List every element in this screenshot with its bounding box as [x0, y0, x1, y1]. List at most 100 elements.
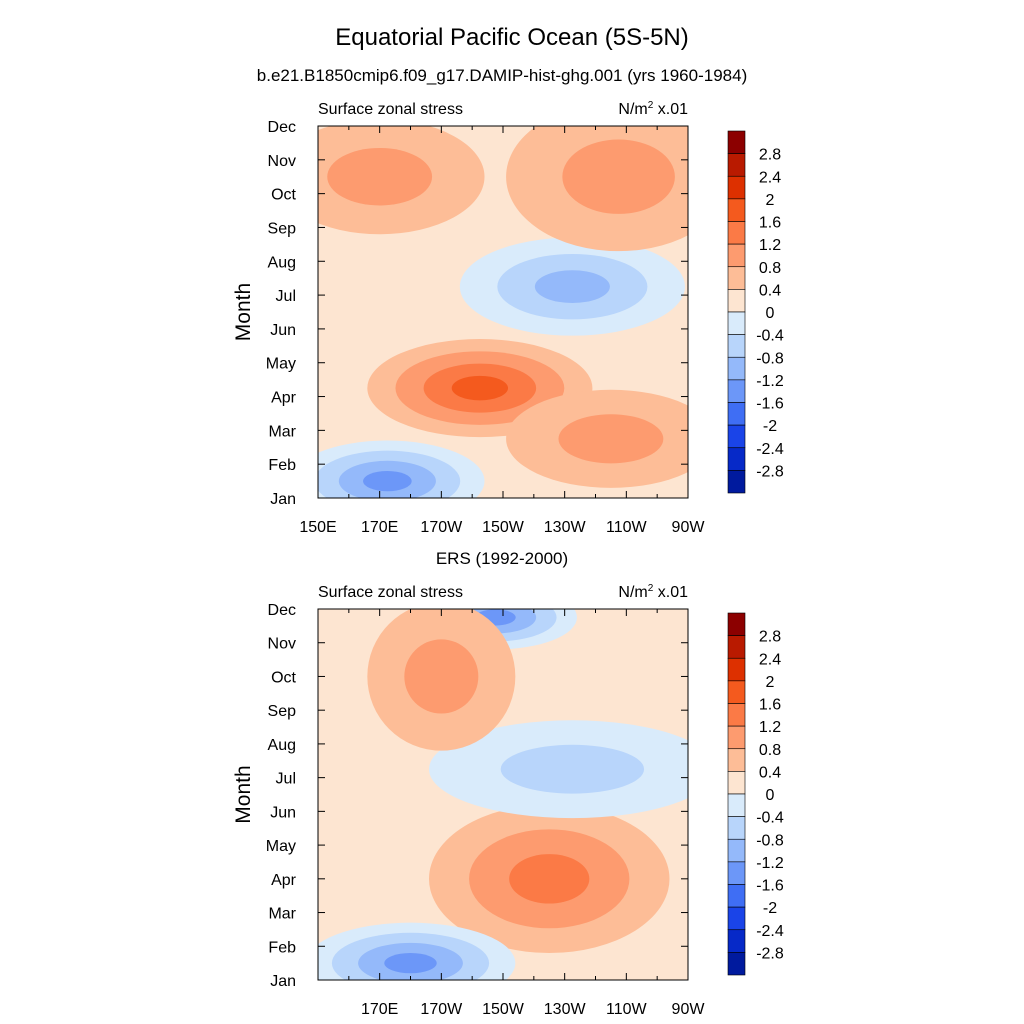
x-tick-label: 90W	[672, 519, 706, 536]
colorbar-label: -1.6	[756, 878, 784, 895]
x-tick-label: 170E	[361, 1001, 398, 1018]
colorbar-box	[727, 311, 746, 335]
y-tick-label: Nov	[268, 636, 296, 653]
colorbar-box	[727, 334, 746, 358]
colorbar-box	[727, 680, 746, 704]
colorbar-box	[727, 402, 746, 426]
colorbar-label: 2	[766, 674, 775, 691]
colorbar-label: 1.2	[759, 719, 781, 736]
colorbar-box	[727, 703, 746, 727]
colorbar-box	[727, 952, 746, 976]
colorbar-box	[727, 221, 746, 245]
colorbar-label: 0.8	[759, 260, 781, 277]
x-tick-label: 130W	[544, 519, 587, 536]
colorbar-label: 0	[766, 305, 775, 322]
y-tick-label: Sep	[268, 703, 297, 720]
left-label: Surface zonal stress	[318, 101, 463, 118]
colorbar-label: 0.4	[759, 764, 781, 781]
contour-negative-3-1	[500, 744, 645, 794]
colorbar-label: 1.6	[759, 697, 781, 714]
y-tick-label: Aug	[268, 737, 296, 754]
colorbar-box	[727, 861, 746, 885]
colorbar-label: -1.2	[756, 373, 784, 390]
y-tick-label: Oct	[271, 669, 296, 686]
units-label: N/m2 x.01	[618, 583, 688, 601]
colorbar-label: 2.8	[759, 629, 781, 646]
colorbar-label: -2	[763, 900, 777, 917]
x-tick-label: 130W	[544, 1001, 587, 1018]
colorbar-label: -1.2	[756, 855, 784, 872]
colorbar-box	[727, 243, 746, 268]
colorbar-box	[727, 175, 746, 200]
contour-positive-6-1	[404, 639, 479, 714]
panel-model: Surface zonal stress N/m2 x.01 Month Jan Feb…	[232, 100, 784, 536]
contour-negative-4-3	[384, 953, 437, 974]
y-tick-label: Feb	[268, 457, 296, 474]
contour-field	[318, 126, 688, 498]
contour-positive-5-1	[327, 147, 433, 206]
y-tick-label: Apr	[271, 872, 297, 889]
colorbar-label: 2	[766, 192, 775, 209]
colorbar-box	[727, 447, 746, 471]
x-tick-label: 110W	[606, 519, 648, 536]
colorbar-label: -0.4	[756, 328, 784, 345]
colorbar-label: -2	[763, 418, 777, 435]
x-tick-label: 170E	[361, 519, 398, 536]
colorbar-box	[727, 929, 746, 953]
x-tick-label: 150W	[482, 519, 525, 536]
colorbar-box	[727, 725, 746, 750]
colorbar-label: 1.6	[759, 215, 781, 232]
left-label: Surface zonal stress	[318, 584, 463, 601]
colorbar-label: -0.8	[756, 832, 784, 849]
colorbar-label: 0	[766, 787, 775, 804]
colorbar-box	[727, 130, 746, 154]
units-text: N/m	[618, 101, 647, 118]
colorbar-label: -0.8	[756, 350, 784, 367]
x-tick-label: 150E	[299, 519, 336, 536]
x-tick-label: 150W	[482, 1001, 525, 1018]
figure-subtitle-top: b.e21.B1850cmip6.f09_g17.DAMIP-hist-ghg.…	[257, 66, 747, 85]
y-tick-label: May	[266, 838, 296, 855]
y-tick-label: Dec	[268, 602, 296, 619]
figure-subtitle-bottom: ERS (1992-2000)	[436, 549, 568, 568]
colorbar-box	[727, 793, 746, 817]
contour-positive-3-1	[558, 414, 664, 464]
colorbar-label: -1.6	[756, 396, 784, 413]
colorbar-box	[727, 657, 746, 682]
x-tick-label: 170W	[420, 519, 463, 536]
colorbar-box	[727, 266, 746, 290]
y-tick-label: Jan	[270, 973, 296, 990]
y-tick-label: Oct	[271, 187, 296, 204]
colorbar-label: 1.2	[759, 237, 781, 254]
figure-title: Equatorial Pacific Ocean (5S-5N)	[335, 24, 688, 51]
units-text: N/m	[618, 584, 647, 601]
colorbar-box	[727, 635, 746, 659]
y-tick-label: Dec	[268, 119, 296, 136]
y-axis-label: Month	[232, 283, 255, 341]
colorbar-label: 2.8	[759, 147, 781, 164]
units-suffix: x.01	[653, 584, 688, 601]
y-tick-label: Mar	[268, 423, 296, 440]
contour-negative-4-3	[363, 470, 412, 492]
colorbar-box	[727, 748, 746, 772]
colorbar-label: -2.4	[756, 923, 784, 940]
y-tick-label: Mar	[268, 906, 296, 923]
colorbar-label: 2.4	[759, 169, 781, 186]
contour-positive-6-1	[562, 139, 675, 214]
colorbar-label: 0.8	[759, 742, 781, 759]
y-tick-label: Jul	[276, 771, 296, 788]
colorbar-label: 0.4	[759, 282, 781, 299]
y-axis-label: Month	[232, 765, 255, 823]
colorbar-box	[727, 356, 746, 381]
x-tick-label: 110W	[606, 1001, 648, 1018]
y-tick-label: Feb	[268, 939, 296, 956]
units-superscript: 2	[648, 100, 654, 111]
units-label: N/m2 x.01	[618, 100, 688, 118]
colorbar-box	[727, 838, 746, 863]
contour-field	[318, 609, 688, 980]
colorbar-box	[727, 198, 746, 222]
y-tick-label: Jan	[270, 491, 296, 508]
colorbar-box	[727, 906, 746, 931]
colorbar-label: -0.4	[756, 810, 784, 827]
